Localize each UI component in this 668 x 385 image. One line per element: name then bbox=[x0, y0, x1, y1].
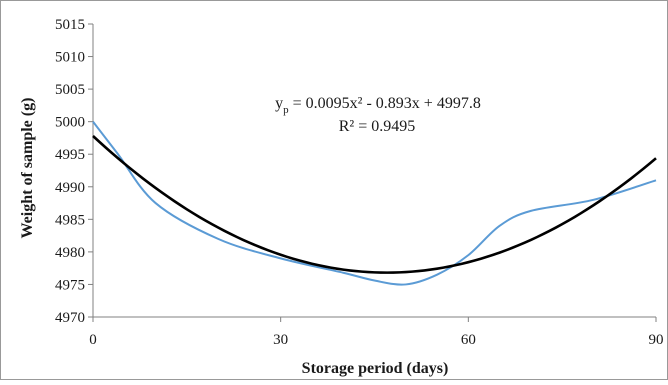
x-tick-label: 0 bbox=[89, 332, 97, 348]
series-observed-line bbox=[92, 121, 657, 286]
x-axis-title: Storage period (days) bbox=[302, 360, 449, 377]
x-axis-ticks: 0 30 60 90 bbox=[89, 317, 664, 348]
equation-y: y bbox=[275, 95, 283, 112]
equation-rest: = 0.0095x² - 0.893x + 4997.8 bbox=[289, 95, 481, 112]
y-tick-label: 5015 bbox=[55, 17, 85, 33]
x-tick-label: 30 bbox=[273, 332, 288, 348]
x-tick-label: 90 bbox=[649, 332, 664, 348]
y-tick-label: 4985 bbox=[55, 212, 85, 228]
x-tick-label: 60 bbox=[461, 332, 476, 348]
y-tick-label: 5010 bbox=[55, 50, 85, 66]
y-tick-label: 4975 bbox=[55, 277, 85, 293]
y-axis-title: Weight of sample (g) bbox=[19, 98, 36, 239]
y-tick-label: 4990 bbox=[55, 180, 85, 196]
y-tick-label: 4980 bbox=[55, 245, 85, 261]
series-trendline bbox=[92, 135, 657, 274]
y-tick-label: 4995 bbox=[55, 147, 85, 163]
y-tick-label: 5000 bbox=[55, 115, 85, 131]
equation-subscript: p bbox=[283, 104, 289, 116]
r-squared-label: R² = 0.9495 bbox=[339, 118, 416, 135]
y-tick-label: 5005 bbox=[55, 82, 85, 98]
trendline-equation: yp = 0.0095x² - 0.893x + 4997.8 bbox=[275, 95, 481, 116]
y-tick-label: 4970 bbox=[55, 310, 85, 326]
y-axis-ticks: 4970 4975 4980 4985 4990 4995 5000 5005 5010 5015 bbox=[55, 17, 93, 326]
